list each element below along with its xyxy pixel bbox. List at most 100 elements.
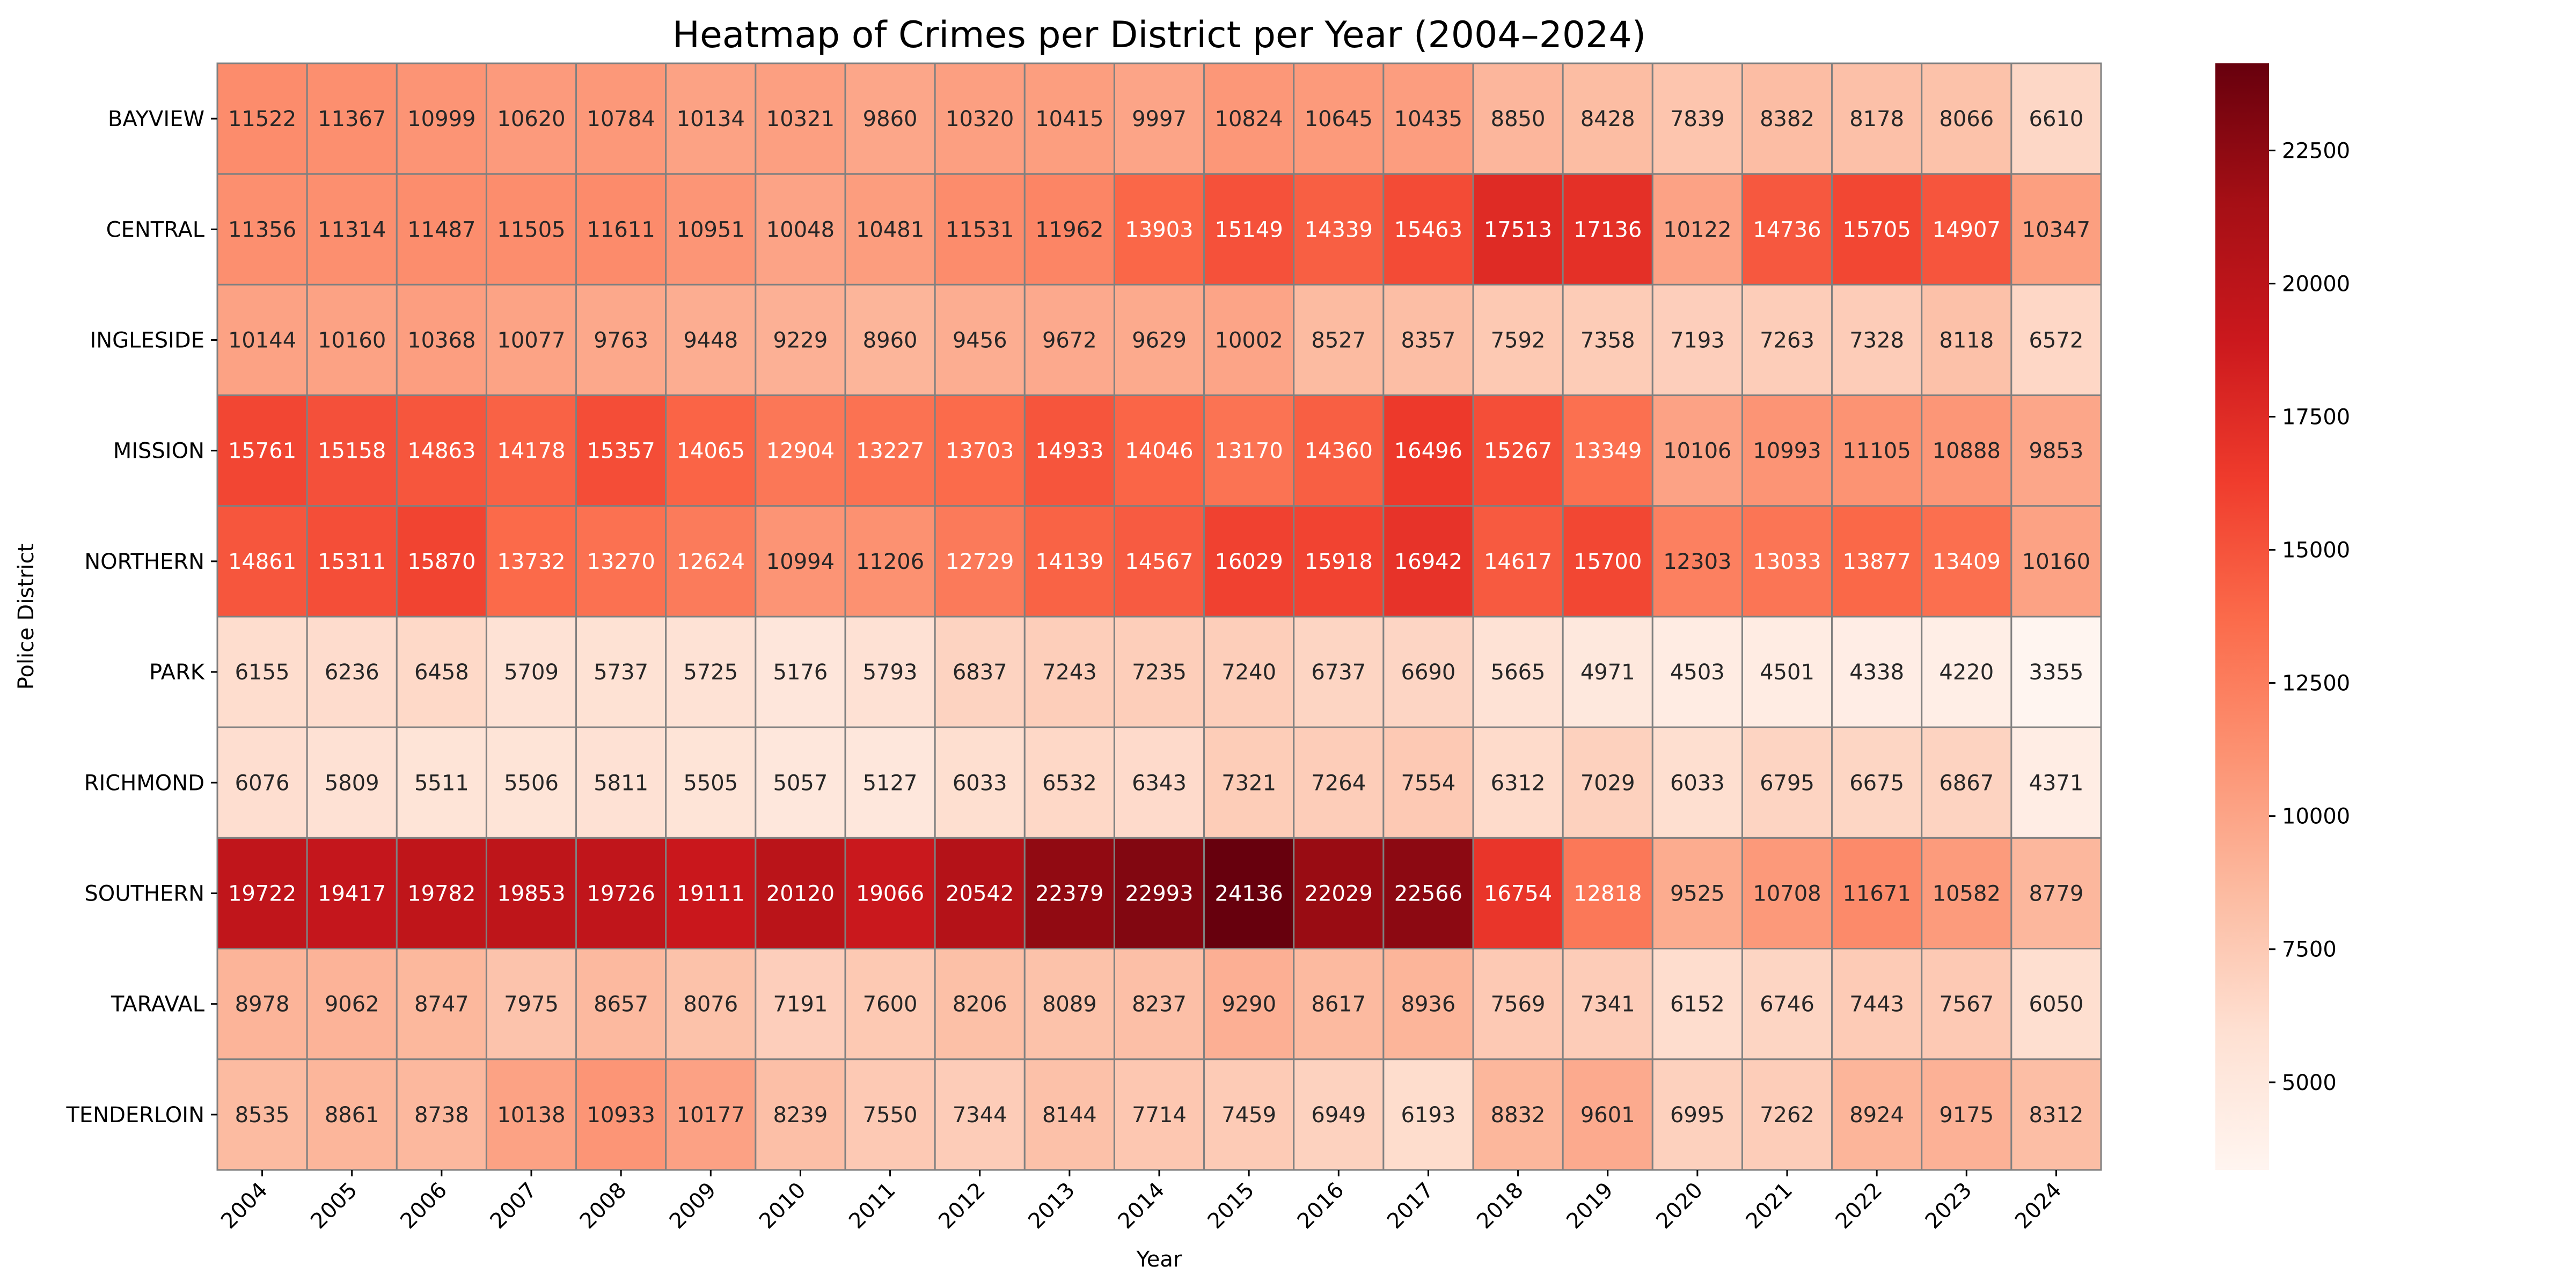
heatmap-cell [755,948,846,1060]
heatmap-cell [1562,837,1653,950]
cell-value-label: 13170 [1215,439,1283,464]
cell-value-label: 22379 [1035,882,1103,906]
cell-value-label: 6795 [1760,771,1814,795]
cell-value-label: 5127 [863,771,918,795]
cell-value-label: 4501 [1760,660,1814,685]
cell-value-label: 11505 [497,217,565,242]
heatmap-cell [216,837,308,950]
y-tick-label: PARK [149,660,206,685]
cell-value-label: 10106 [1663,439,1731,464]
x-tick-label: 2024 [2010,1178,2067,1234]
cell-value-label: 9229 [773,328,828,353]
heatmap-cell [1831,837,1923,950]
cell-value-label: 14046 [1125,439,1193,464]
cell-value-label: 12303 [1663,550,1731,574]
cell-value-label: 10415 [1035,107,1103,131]
heatmap-cell [1382,394,1474,507]
heatmap-cell [1921,837,2012,950]
heatmap-cell [934,837,1026,950]
heatmap-cell [485,505,577,618]
cell-value-label: 5793 [863,660,918,685]
cell-value-label: 15149 [1215,217,1283,242]
heatmap-cell [1741,173,1833,286]
cell-value-label: 11962 [1035,217,1103,242]
cell-value-label: 8144 [1042,1103,1097,1128]
heatmap-cell [1472,394,1564,507]
heatmap-cell [575,616,667,728]
heatmap-cell [575,505,667,618]
heatmap-cell [485,283,577,397]
cell-value-label: 6837 [953,660,1007,685]
cell-value-label: 8237 [1132,992,1187,1017]
heatmap-cell [2010,173,2102,286]
cell-value-label: 11314 [318,217,386,242]
cell-value-label: 6193 [1401,1103,1456,1128]
cell-value-label: 8861 [325,1103,379,1128]
heatmap-cell [1651,726,1743,839]
chart-title: Heatmap of Crimes per District per Year … [672,14,1646,56]
heatmap-cell [1831,726,1923,839]
cell-value-label: 6076 [235,771,290,795]
cell-value-label: 8936 [1401,992,1456,1017]
cell-value-label: 6995 [1670,1103,1725,1128]
cell-value-label: 20542 [946,882,1014,906]
cell-value-label: 20120 [766,882,835,906]
cell-value-label: 9853 [2029,439,2084,464]
cell-value-label: 13703 [946,439,1014,464]
y-tick-label: RICHMOND [84,771,204,795]
cell-value-label: 19722 [228,882,296,906]
heatmap-cell [306,1058,398,1171]
heatmap-cell [1113,948,1205,1060]
cell-value-label: 7191 [773,992,828,1017]
cell-value-label: 10138 [497,1103,565,1128]
heatmap-cells: 11522 11367 10999 10620 10784 10134 10321 9860 1… [216,62,2102,1171]
x-tick-label: 2022 [1831,1178,1887,1234]
cell-value-label: 8657 [594,992,648,1017]
cell-value-label: 24136 [1215,882,1283,906]
heatmap-cell [1023,505,1115,618]
cell-value-label: 10048 [766,217,835,242]
x-tick-label: 2020 [1651,1178,1708,1234]
heatmap-cell [485,1058,577,1171]
cell-value-label: 7554 [1401,771,1456,795]
cell-value-label: 4503 [1670,660,1725,685]
cell-value-label: 16754 [1484,882,1552,906]
heatmap-cell [1651,62,1743,175]
cell-value-label: 5725 [683,660,738,685]
cell-value-label: 8066 [1939,107,1994,131]
heatmap-cell [1293,726,1385,839]
cell-value-label: 5811 [594,771,648,795]
heatmap-cell [1382,616,1474,728]
heatmap-cell [755,616,846,728]
heatmap-cell [1382,62,1474,175]
x-tick-label: 2017 [1382,1178,1439,1234]
x-tick-label: 2010 [755,1178,811,1234]
cell-value-label: 11367 [318,107,386,131]
cell-value-label: 10481 [856,217,924,242]
cell-value-label: 10177 [677,1103,745,1128]
cell-value-label: 19417 [318,882,386,906]
cell-value-label: 6033 [953,771,1007,795]
heatmap-cell [755,394,846,507]
heatmap-cell [216,62,308,175]
cell-value-label: 17513 [1484,217,1552,242]
heatmap-cell [1651,837,1743,950]
heatmap-cell [485,726,577,839]
cell-value-label: 7459 [1221,1103,1276,1128]
colorbar-tick-label: 20000 [2282,272,2350,296]
heatmap-cell [1023,394,1115,507]
cell-value-label: 9448 [683,328,738,353]
cell-value-label: 9175 [1939,1103,1994,1128]
cell-value-label: 10708 [1753,882,1821,906]
cell-value-label: 8535 [235,1103,290,1128]
heatmap-cell [1203,283,1295,397]
cell-value-label: 7243 [1042,660,1097,685]
cell-value-label: 15761 [228,439,296,464]
heatmap-cell [1382,948,1474,1060]
cell-value-label: 5506 [504,771,559,795]
heatmap-cell [1293,1058,1385,1171]
cell-value-label: 6155 [235,660,290,685]
x-tick-label: 2009 [665,1178,721,1234]
cell-value-label: 7262 [1760,1103,1814,1128]
